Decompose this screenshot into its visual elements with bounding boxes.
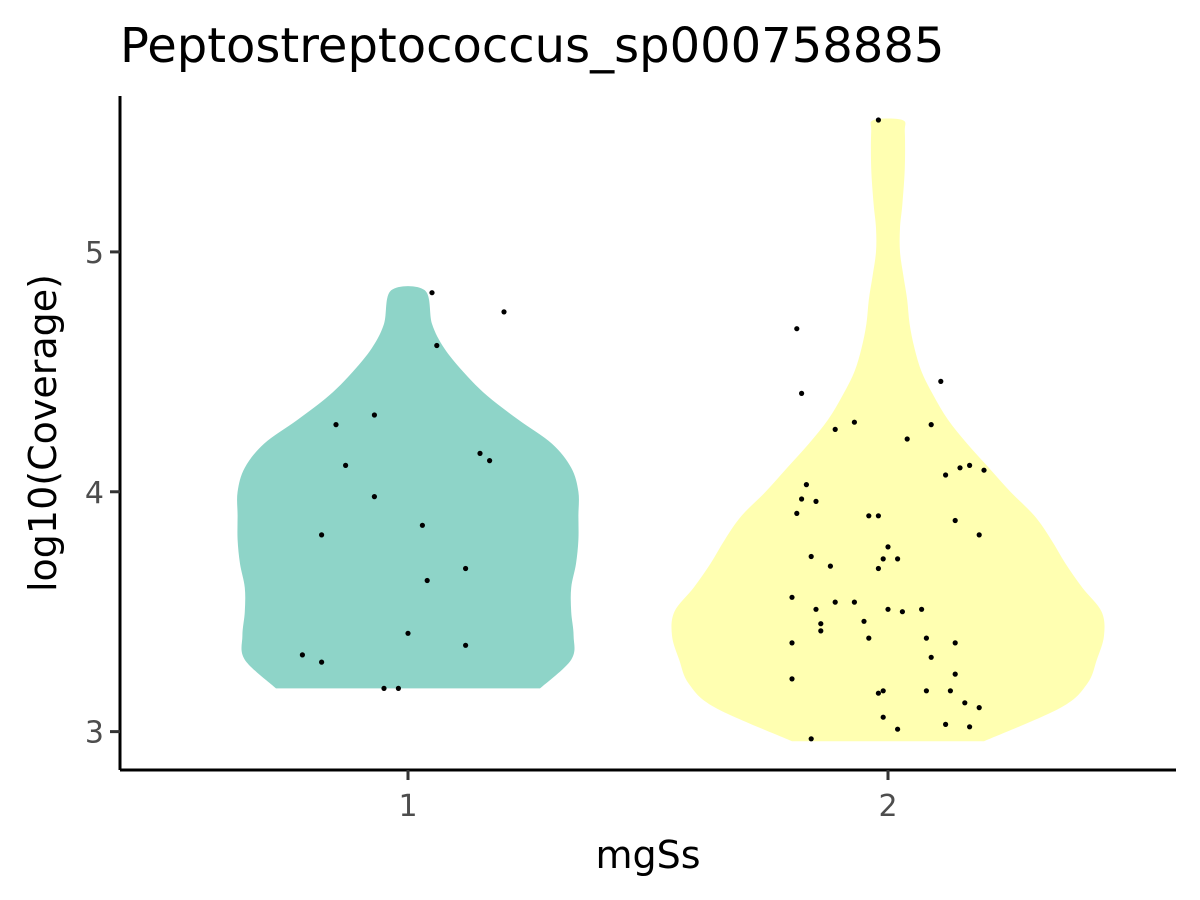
data-point <box>885 544 891 550</box>
data-point <box>789 676 795 682</box>
data-point <box>866 635 872 641</box>
data-point <box>967 462 973 468</box>
points-layer <box>299 117 987 742</box>
data-point <box>395 685 401 692</box>
data-point <box>799 390 805 396</box>
data-point <box>501 309 507 315</box>
data-point <box>794 510 800 516</box>
data-point <box>319 659 325 665</box>
data-point <box>487 458 493 464</box>
data-point <box>875 117 882 123</box>
data-point <box>880 688 886 694</box>
y-axis-title: log10(Coverage) <box>21 274 65 592</box>
data-point <box>875 690 882 696</box>
data-point <box>832 426 838 432</box>
data-point <box>866 513 872 519</box>
data-point <box>895 726 901 732</box>
data-point <box>424 577 430 584</box>
y-tick-label: 3 <box>85 716 104 751</box>
data-point <box>371 494 377 500</box>
data-point <box>895 556 901 562</box>
violin-1 <box>237 286 579 689</box>
data-point <box>463 642 469 648</box>
data-point <box>880 556 886 562</box>
data-point <box>957 465 963 471</box>
data-point <box>947 688 954 694</box>
data-point <box>827 563 834 569</box>
data-point <box>813 606 819 612</box>
data-point <box>885 606 891 612</box>
data-point <box>808 553 814 560</box>
data-point <box>803 482 810 488</box>
data-point <box>381 685 387 692</box>
data-point <box>899 609 906 615</box>
data-point <box>794 326 800 332</box>
data-point <box>952 640 958 646</box>
chart-title: Peptostreptococcus_sp000758885 <box>120 18 944 74</box>
y-tick-label: 5 <box>85 236 104 271</box>
data-point <box>904 436 910 442</box>
data-point <box>952 671 958 677</box>
data-point <box>818 628 824 634</box>
data-point <box>943 721 949 728</box>
data-point <box>463 565 469 572</box>
data-point <box>943 472 949 478</box>
data-point <box>967 724 973 730</box>
data-point <box>923 688 930 694</box>
data-point <box>976 705 982 711</box>
data-point <box>923 635 930 641</box>
data-point <box>429 290 435 296</box>
data-point <box>789 640 795 646</box>
data-point <box>419 522 425 528</box>
data-point <box>799 496 805 502</box>
x-tick-label: 2 <box>878 789 897 824</box>
x-tick-label: 1 <box>398 789 417 824</box>
data-point <box>319 532 325 538</box>
y-axis-ticks: 3 4 5 <box>85 236 120 751</box>
data-point <box>434 342 440 349</box>
data-point <box>962 700 968 706</box>
data-point <box>851 599 858 605</box>
data-point <box>952 517 958 524</box>
data-point <box>861 618 867 624</box>
violin-layer <box>237 118 1105 742</box>
data-point <box>851 419 858 425</box>
data-point <box>299 652 305 658</box>
data-point <box>976 532 982 538</box>
x-axis-title: mgSs <box>595 833 700 877</box>
data-point <box>928 422 934 428</box>
data-point <box>343 462 349 468</box>
data-point <box>832 599 838 605</box>
data-point <box>371 412 377 418</box>
data-point <box>938 378 944 384</box>
data-point <box>875 513 882 519</box>
y-tick-label: 4 <box>85 476 104 511</box>
data-point <box>808 736 814 742</box>
data-point <box>880 714 886 720</box>
data-point <box>477 450 483 456</box>
data-point <box>928 654 934 660</box>
violin-2 <box>671 118 1105 742</box>
data-point <box>333 422 339 428</box>
data-point <box>813 498 819 504</box>
data-point <box>789 594 795 600</box>
data-point <box>919 606 925 612</box>
data-point <box>875 565 882 572</box>
data-point <box>981 467 987 473</box>
data-point <box>818 621 824 627</box>
data-point <box>405 630 411 636</box>
